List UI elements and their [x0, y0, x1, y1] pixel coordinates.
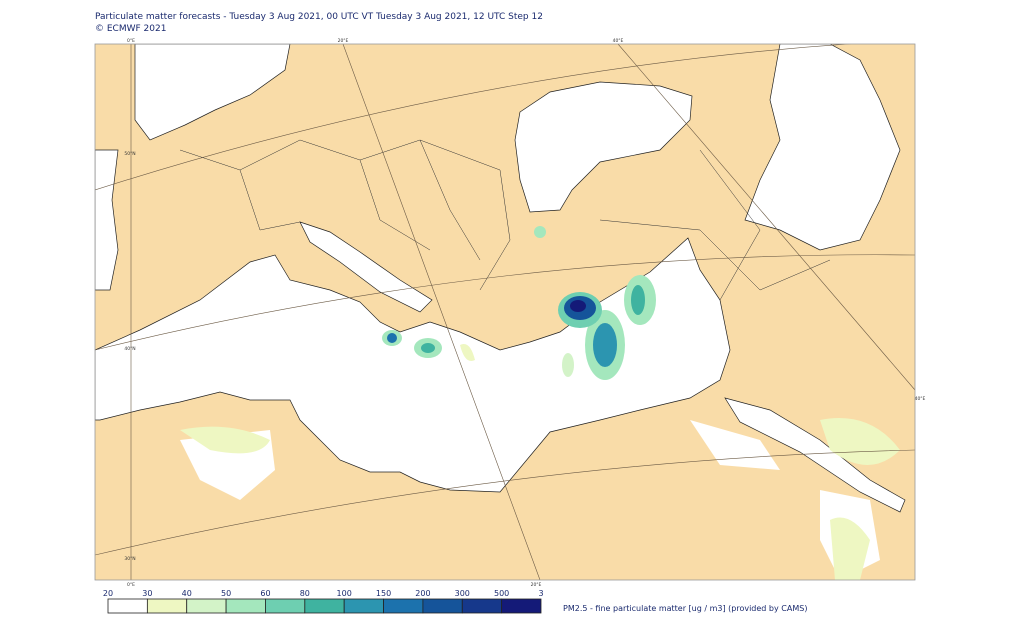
borders [179, 139, 831, 301]
colorbar-tick-label: 20 [103, 589, 113, 598]
colorbar-box [146, 598, 188, 614]
colorbar-box [383, 598, 424, 614]
copyright: © ECMWF 2021 [95, 24, 166, 34]
graticule-label: 30°N [124, 556, 135, 562]
graticule-label: 20°E [338, 38, 349, 44]
north-sea [134, 44, 291, 141]
colorbar-tick-label: 60 [260, 589, 270, 598]
colorbar: 20 30 40 50 60 80 100 150 200 300 500 3 [103, 589, 544, 614]
colorbar-tick-label: 40 [182, 589, 192, 598]
colorbar-tick-label: 150 [376, 589, 391, 598]
colorbar-box [265, 598, 306, 614]
adriatic [299, 221, 433, 313]
colorbar-box [461, 598, 503, 614]
graticule-label: 0°E [127, 38, 135, 44]
colorbar-box [107, 598, 148, 614]
black-sea [514, 81, 693, 213]
title: Particulate matter forecasts - Tuesday 3… [95, 12, 543, 22]
map-frame [94, 43, 916, 581]
pm-hotspots [382, 226, 656, 380]
colorbar-tick-label: 30 [142, 589, 152, 598]
legend-label: PM2.5 - fine particulate matter [ug / m3… [563, 604, 807, 613]
graticule-label: 40°N [124, 346, 135, 352]
colorbar-tick-label: 300 [455, 589, 470, 598]
colorbar-tick-label: 3 [538, 589, 543, 598]
colorbar-tick-label: 500 [494, 589, 509, 598]
colorbar-tick-label: 200 [415, 589, 430, 598]
graticule-label: 40°E [915, 396, 926, 402]
graticule-label: 20°E [531, 582, 542, 588]
red-sea [724, 397, 906, 513]
colorbar-tick-label: 80 [300, 589, 310, 598]
colorbar-box [343, 598, 384, 614]
colorbar-box [304, 598, 345, 614]
colorbar-box [186, 598, 227, 614]
colorbar-box [422, 598, 463, 614]
graticule [95, 44, 915, 580]
graticule-label: 40°E [613, 38, 624, 44]
colorbar-tick-label: 100 [337, 589, 352, 598]
mediterranean [95, 237, 731, 493]
caspian-area [744, 44, 901, 251]
colorbar-box [225, 598, 266, 614]
map-area [95, 44, 915, 580]
graticule-label: 50°N [124, 151, 135, 157]
colorbar-box [501, 598, 542, 614]
colorbar-tick-label: 50 [221, 589, 231, 598]
atlantic [95, 149, 119, 291]
graticule-label: 0°E [127, 582, 135, 588]
